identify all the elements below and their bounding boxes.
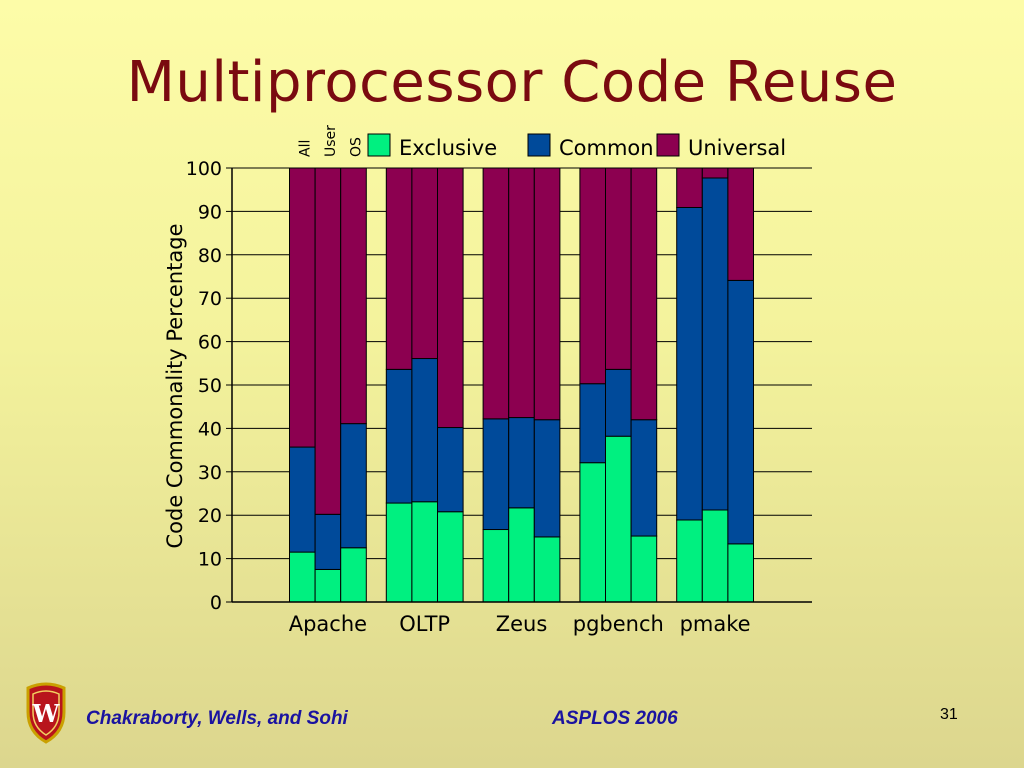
bar-segment-universal: [482, 167, 510, 420]
y-tick-label: 20: [198, 505, 222, 527]
bar-segment-universal: [340, 167, 367, 425]
bar-segment-universal: [605, 167, 632, 370]
bar-segment-universal: [630, 167, 658, 421]
bar-segment-common: [385, 368, 413, 504]
legend: All User OS Exclusive Common Universal: [297, 125, 786, 160]
legend-swatch-common: [527, 133, 551, 157]
slide-number: 31: [940, 706, 958, 723]
y-tick-label: 0: [210, 592, 222, 614]
x-group-label: Zeus: [496, 612, 548, 636]
y-tick-label: 30: [198, 462, 222, 484]
bar-segment-exclusive: [727, 543, 755, 603]
bar-segment-common: [676, 206, 703, 521]
bar-segment-common: [605, 368, 632, 437]
y-axis-label: Code Commonality Percentage: [163, 223, 187, 548]
bar-segment-common: [289, 446, 316, 553]
bar-segment-exclusive: [579, 462, 607, 603]
bar-segment-common: [533, 419, 561, 538]
y-tick-label: 70: [198, 288, 222, 310]
bar-segment-common: [727, 279, 755, 545]
legend-label: Exclusive: [399, 136, 497, 160]
bar-segment-universal: [727, 167, 755, 281]
footer-authors: Chakraborty, Wells, and Sohi: [86, 708, 348, 729]
legend-swatch-exclusive: [367, 133, 391, 157]
university-crest-icon: W: [26, 682, 66, 744]
bar-segment-exclusive: [411, 501, 438, 603]
bar-segment-common: [340, 423, 367, 549]
bar-order-label: User: [323, 125, 339, 157]
bar-segment-universal: [676, 167, 703, 208]
bar-order-label: All: [297, 140, 313, 157]
bar-segment-universal: [508, 167, 535, 419]
axes: [231, 168, 812, 603]
crest-letter: W: [32, 699, 61, 728]
bar-segment-common: [579, 383, 607, 464]
x-group-label: pgbench: [573, 612, 664, 636]
legend-label: Universal: [688, 136, 786, 160]
bar-segment-common: [437, 427, 464, 513]
bar-segment-universal: [701, 167, 729, 179]
legend-swatch-universal: [656, 133, 680, 157]
bar-segment-common: [630, 419, 658, 537]
footer-venue: ASPLOS 2006: [552, 708, 678, 729]
slide-title: Multiprocessor Code Reuse: [126, 50, 898, 115]
y-tick-label: 100: [186, 158, 222, 180]
bar-segment-common: [482, 418, 510, 531]
bar-segment-common: [701, 177, 729, 511]
stacked-bar-chart: 0 10 20 30 40 50 60 70 80 90 100 Apache OLTP Zeus pgb…: [163, 125, 812, 636]
bar-segment-universal: [289, 167, 316, 448]
y-tick-labels: 0 10 20 30 40 50 60 70 80 90 100: [186, 158, 222, 614]
bar-segment-exclusive: [340, 547, 367, 603]
bar-segment-exclusive: [533, 536, 561, 603]
bar-segment-exclusive: [605, 435, 632, 603]
bar-segment-exclusive: [385, 502, 413, 603]
bar-segment-exclusive: [437, 511, 464, 603]
bar-segment-exclusive: [630, 535, 658, 603]
bars: [289, 167, 755, 603]
bar-order-label: OS: [349, 137, 365, 157]
bar-segment-universal: [385, 167, 413, 370]
bar-segment-exclusive: [508, 507, 535, 603]
bar-segment-common: [411, 358, 438, 503]
bar-segment-exclusive: [701, 509, 729, 603]
bar-segment-universal: [579, 167, 607, 385]
bar-segment-universal: [437, 167, 464, 429]
x-group-label: pmake: [680, 612, 751, 636]
bar-segment-universal: [314, 167, 342, 515]
y-tick-label: 40: [198, 418, 222, 440]
x-group-label: Apache: [289, 612, 367, 636]
y-tick-label: 60: [198, 332, 222, 354]
bar-segment-exclusive: [314, 568, 342, 603]
y-tick-label: 90: [198, 201, 222, 223]
y-tick-label: 50: [198, 375, 222, 397]
bar-segment-common: [508, 417, 535, 509]
legend-label: Common: [559, 136, 654, 160]
bar-segment-exclusive: [289, 551, 316, 603]
bar-segment-exclusive: [482, 529, 510, 603]
y-tick-label: 10: [198, 549, 222, 571]
bar-segment-exclusive: [676, 519, 703, 603]
bar-segment-universal: [533, 167, 561, 421]
bar-segment-common: [314, 513, 342, 570]
x-group-label: OLTP: [399, 612, 450, 636]
bar-segment-universal: [411, 167, 438, 360]
x-group-labels: Apache OLTP Zeus pgbench pmake: [289, 612, 751, 636]
y-tick-label: 80: [198, 245, 222, 267]
